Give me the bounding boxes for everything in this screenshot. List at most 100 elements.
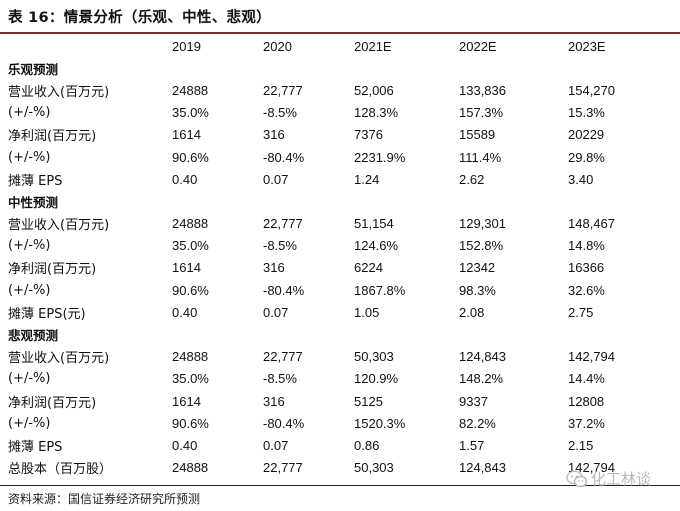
table-row: 摊薄 EPS 0.40 0.07 1.24 2.62 3.40 bbox=[0, 168, 680, 190]
section-row: 乐观预测 bbox=[0, 57, 680, 79]
table-cell: 15589 bbox=[459, 127, 496, 143]
table-cell: 1.05 bbox=[354, 304, 380, 320]
table-cell: 22,777 bbox=[263, 349, 303, 365]
table-cell: 124,843 bbox=[459, 460, 506, 476]
table-cell: 157.3% bbox=[459, 105, 504, 121]
table-cell: 152.8% bbox=[459, 238, 504, 254]
row-label: 营业收入(百万元) bbox=[8, 84, 110, 100]
row-label: (+/-%) bbox=[8, 238, 51, 254]
table-cell: 50,303 bbox=[354, 349, 394, 365]
table-row: (+/-%) 35.0% -8.5% 124.6% 152.8% 14.8% bbox=[0, 235, 680, 257]
section-row: 悲观预测 bbox=[0, 323, 680, 345]
table-cell: 37.2% bbox=[568, 415, 605, 431]
table-cell: 154,270 bbox=[568, 82, 615, 98]
table-cell: 129,301 bbox=[459, 216, 506, 232]
table-cell: 128.3% bbox=[354, 105, 399, 121]
table-cell: 0.40 bbox=[172, 304, 198, 320]
table-cell: 142,794 bbox=[568, 460, 615, 476]
table-row: (+/-%) 35.0% -8.5% 120.9% 148.2% 14.4% bbox=[0, 368, 680, 390]
table-cell: 1.57 bbox=[459, 437, 485, 453]
table-cell: 16366 bbox=[568, 260, 605, 276]
section-label: 乐观预测 bbox=[8, 61, 59, 77]
table-row: 营业收入(百万元) 24888 22,777 51,154 129,301 148,467 bbox=[0, 213, 680, 235]
table-row: 净利润(百万元) 1614 316 6224 12342 16366 bbox=[0, 257, 680, 279]
table-cell: 1614 bbox=[172, 127, 201, 143]
table-cell: 51,154 bbox=[354, 216, 394, 232]
table-cell: 9337 bbox=[459, 393, 488, 409]
table-cell: -80.4% bbox=[263, 415, 305, 431]
table-cell: 90.6% bbox=[172, 415, 209, 431]
row-label: (+/-%) bbox=[8, 415, 51, 431]
table-cell: 90.6% bbox=[172, 149, 209, 165]
table-row: 营业收入(百万元) 24888 22,777 50,303 124,843 142,794 bbox=[0, 346, 680, 368]
table-cell: -8.5% bbox=[263, 238, 297, 254]
table-cell: 148.2% bbox=[459, 371, 504, 387]
table-cell: 0.07 bbox=[263, 304, 289, 320]
table-cell: -80.4% bbox=[263, 149, 305, 165]
table-cell: 5125 bbox=[354, 393, 383, 409]
column-header: 2019 bbox=[172, 38, 201, 54]
table-cell: 1867.8% bbox=[354, 282, 406, 298]
table-cell: 32.6% bbox=[568, 282, 605, 298]
table-row: 摊薄 EPS(元) 0.40 0.07 1.05 2.08 2.75 bbox=[0, 301, 680, 323]
table-cell: 2231.9% bbox=[354, 149, 406, 165]
row-label: 营业收入(百万元) bbox=[8, 351, 110, 367]
table-cell: 6224 bbox=[354, 260, 383, 276]
table-cell: -8.5% bbox=[263, 105, 297, 121]
section-label: 中性预测 bbox=[8, 194, 59, 210]
table-body: 乐观预测营业收入(百万元) 24888 22,777 52,006 133,836 154… bbox=[0, 57, 680, 479]
table-cell: 22,777 bbox=[263, 460, 303, 476]
table-cell: 52,006 bbox=[354, 82, 394, 98]
table-cell: 111.4% bbox=[459, 149, 502, 165]
table-cell: 12808 bbox=[568, 393, 605, 409]
table-cell: 24888 bbox=[172, 460, 209, 476]
section-label: 悲观预测 bbox=[8, 328, 59, 344]
bottom-divider bbox=[0, 485, 680, 486]
table-cell: 316 bbox=[263, 127, 285, 143]
table-cell: 82.2% bbox=[459, 415, 496, 431]
table-cell: 1614 bbox=[172, 393, 201, 409]
table-cell: 3.40 bbox=[568, 171, 594, 187]
table-cell: 35.0% bbox=[172, 371, 209, 387]
row-label: 净利润(百万元) bbox=[8, 395, 97, 411]
row-label: 净利润(百万元) bbox=[8, 129, 97, 145]
row-label: 净利润(百万元) bbox=[8, 262, 97, 278]
table-cell: 133,836 bbox=[459, 82, 506, 98]
column-header: 2023E bbox=[568, 38, 606, 54]
table-cell: 120.9% bbox=[354, 371, 399, 387]
table-cell: 1614 bbox=[172, 260, 201, 276]
table-cell: 90.6% bbox=[172, 282, 209, 298]
table-cell: 14.8% bbox=[568, 238, 605, 254]
row-label: 总股本（百万股） bbox=[8, 462, 113, 478]
table-cell: 1.24 bbox=[354, 171, 380, 187]
table-cell: 50,303 bbox=[354, 460, 394, 476]
table-row: 总股本（百万股） 24888 22,777 50,303 124,843 142,794 bbox=[0, 457, 680, 479]
table-cell: 24888 bbox=[172, 216, 209, 232]
column-header: 2020 bbox=[263, 38, 292, 54]
table-cell: 316 bbox=[263, 260, 285, 276]
table-cell: 142,794 bbox=[568, 349, 615, 365]
table-cell: 14.4% bbox=[568, 371, 605, 387]
table-cell: 22,777 bbox=[263, 216, 303, 232]
table-row: (+/-%) 90.6% -80.4% 1520.3% 82.2% 37.2% bbox=[0, 412, 680, 434]
table-cell: 24888 bbox=[172, 349, 209, 365]
table-cell: 124.6% bbox=[354, 238, 399, 254]
table-cell: 7376 bbox=[354, 127, 383, 143]
watermark: 化工林谈 bbox=[566, 468, 651, 489]
table-cell: 148,467 bbox=[568, 216, 615, 232]
table-cell: 124,843 bbox=[459, 349, 506, 365]
column-header: 2021E bbox=[354, 38, 392, 54]
row-label: (+/-%) bbox=[8, 105, 51, 121]
table-cell: 22,777 bbox=[263, 82, 303, 98]
table-row: (+/-%) 90.6% -80.4% 1867.8% 98.3% 32.6% bbox=[0, 279, 680, 301]
table-cell: 0.40 bbox=[172, 171, 198, 187]
row-label: 营业收入(百万元) bbox=[8, 218, 110, 234]
table-cell: 2.08 bbox=[459, 304, 485, 320]
table-cell: 35.0% bbox=[172, 105, 209, 121]
table-cell: -8.5% bbox=[263, 371, 297, 387]
table-cell: 0.86 bbox=[354, 437, 380, 453]
row-label: (+/-%) bbox=[8, 371, 51, 387]
table-cell: 1520.3% bbox=[354, 415, 406, 431]
row-label: 摊薄 EPS bbox=[8, 173, 63, 189]
header-row: 2019 2020 2021E 2022E 2023E bbox=[0, 35, 680, 57]
